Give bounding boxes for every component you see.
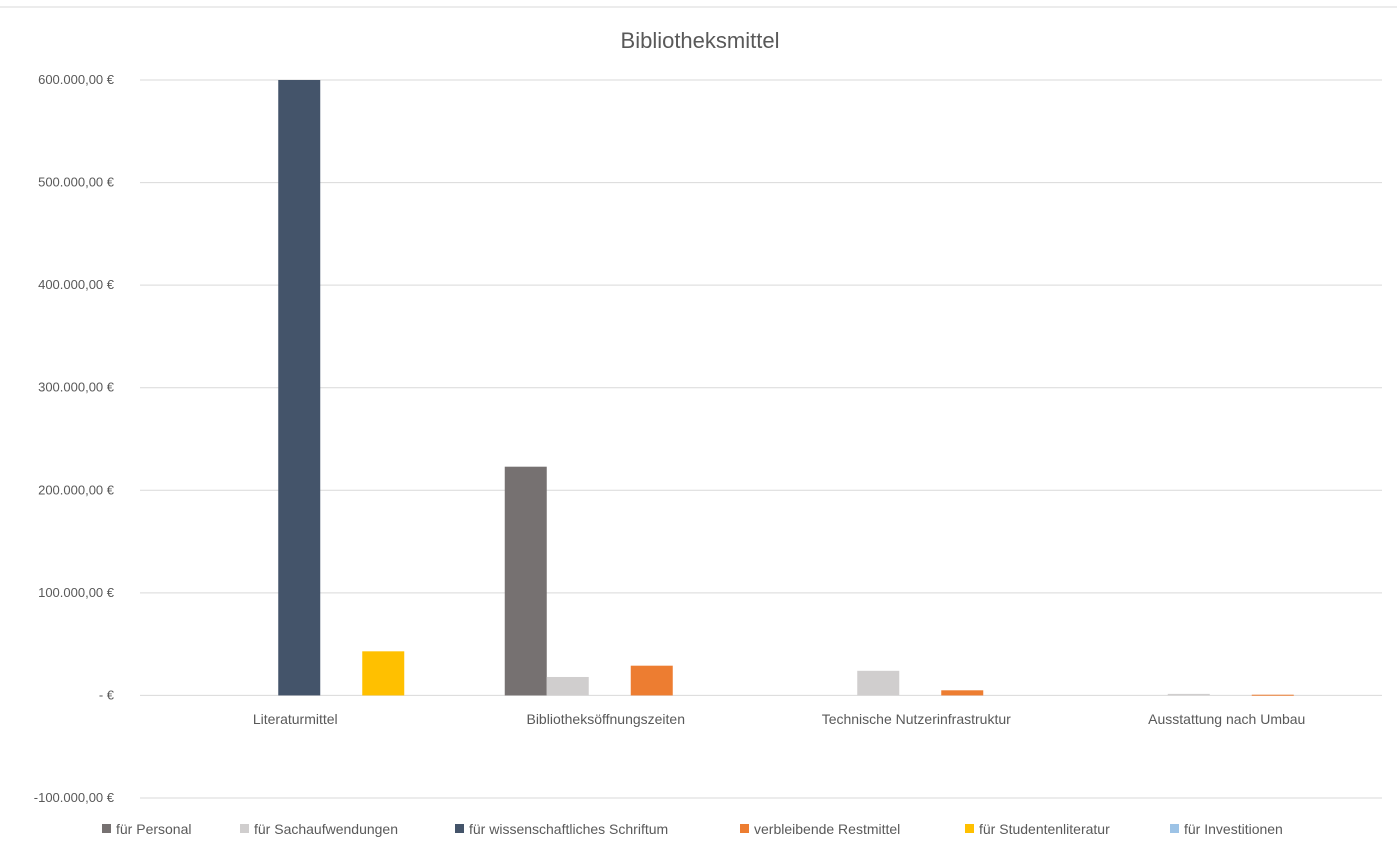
legend-label: verbleibende Restmittel <box>754 821 900 837</box>
x-axis-category-labels: Literaturmittel Bibliotheksöffnungszeiten… <box>253 711 1306 727</box>
bar <box>278 80 321 696</box>
legend-label: für Investitionen <box>1184 821 1283 837</box>
legend-swatch <box>965 824 974 833</box>
bar <box>546 676 589 696</box>
y-tick-label: 300.000,00 € <box>38 380 115 395</box>
bar <box>630 665 673 696</box>
y-tick-label: - € <box>99 687 115 702</box>
grid-lines <box>140 79 1382 799</box>
bar <box>857 670 900 696</box>
x-category-label: Literaturmittel <box>253 711 338 727</box>
y-tick-label: 400.000,00 € <box>38 277 115 292</box>
legend-swatch <box>102 824 111 833</box>
bars <box>278 80 1294 696</box>
y-tick-label: 500.000,00 € <box>38 175 115 190</box>
legend-label: für Sachaufwendungen <box>254 821 398 837</box>
y-tick-label: 100.000,00 € <box>38 585 115 600</box>
bar <box>504 466 547 696</box>
legend-swatch <box>455 824 464 833</box>
legend-swatch <box>1170 824 1179 833</box>
bar <box>362 651 405 696</box>
legend-swatch <box>240 824 249 833</box>
y-tick-label: 600.000,00 € <box>38 72 115 87</box>
legend: für Personal für Sachaufwendungen für wiss… <box>102 821 1283 837</box>
legend-label: für Studentenliteratur <box>979 821 1110 837</box>
chart-title: Bibliotheksmittel <box>621 28 780 53</box>
legend-swatch <box>740 824 749 833</box>
bar <box>1167 693 1210 696</box>
y-tick-label: -100.000,00 € <box>34 790 115 805</box>
x-category-label: Technische Nutzerinfrastruktur <box>822 711 1011 727</box>
bar <box>1251 694 1294 696</box>
legend-label: für Personal <box>116 821 191 837</box>
legend-label: für wissenschaftliches Schriftum <box>469 821 668 837</box>
x-category-label: Ausstattung nach Umbau <box>1148 711 1305 727</box>
y-tick-label: 200.000,00 € <box>38 482 115 497</box>
y-axis-tick-labels: 600.000,00 € 500.000,00 € 400.000,00 € 300.… <box>34 72 115 805</box>
x-category-label: Bibliotheksöffnungszeiten <box>526 711 685 727</box>
bar <box>941 690 984 696</box>
